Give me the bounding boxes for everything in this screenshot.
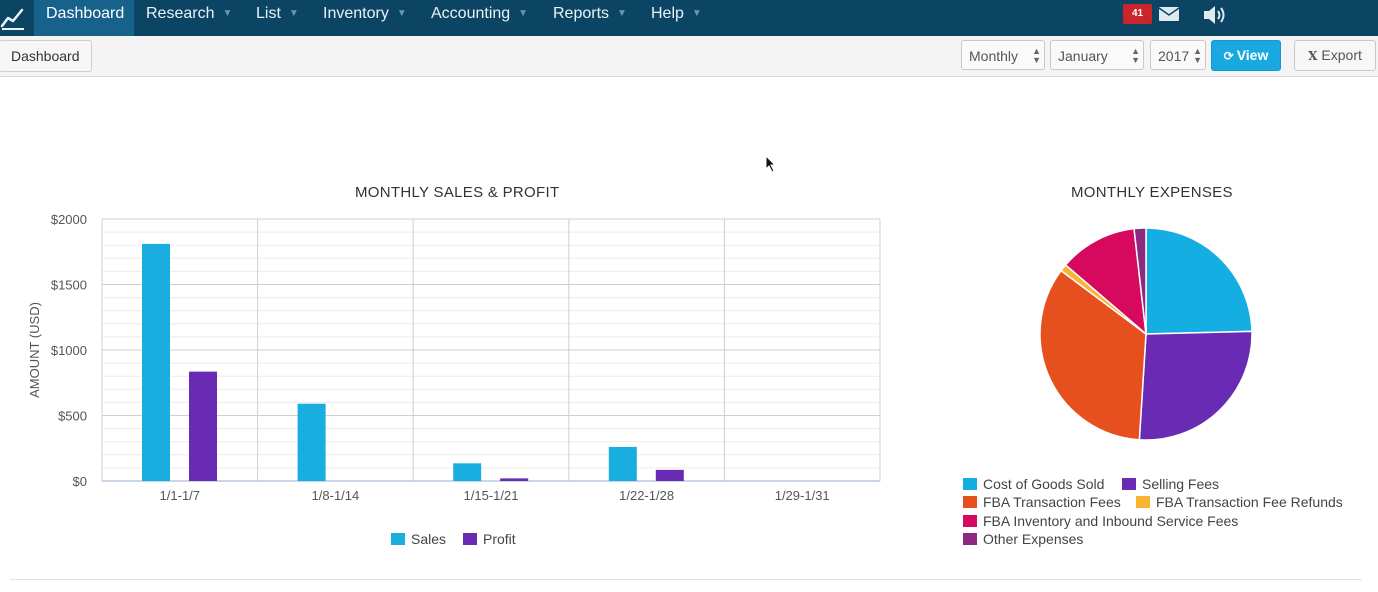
legend-swatch-sales [391,533,405,545]
month-select[interactable]: January ▲ ▼ [1050,40,1144,70]
export-button[interactable]: X Export [1294,40,1376,71]
mail-icon[interactable] [1158,6,1180,27]
view-button-label: View [1236,47,1269,63]
bar-profit-0 [189,371,217,481]
speaker-icon[interactable] [1202,3,1228,32]
notification-badge[interactable]: 41 [1123,4,1152,24]
x-tick-label: 1/1-1/7 [160,488,200,500]
nav-reports-label: Reports [553,5,610,22]
bar-sales-3 [608,446,637,481]
chevron-down-icon: ▼ [222,8,233,19]
chevron-down-icon: ▼ [518,8,529,19]
x-tick-label: 1/15-1/21 [464,488,519,500]
nav-research[interactable]: Research ▼ [146,0,232,36]
section-divider [10,579,1362,580]
expenses-pie-chart [1039,227,1253,441]
x-tick-label: 1/22-1/28 [619,488,674,500]
legend-swatch-profit [463,533,477,545]
legend-label-other-expenses: Other Expenses [983,531,1084,547]
legend-item-fba-inventory-fees[interactable]: FBA Inventory and Inbound Service Fees [963,513,1238,530]
nav-accounting-label: Accounting [431,5,511,22]
bar-profit-2 [500,478,529,481]
bar-sales-2 [453,463,482,481]
chevron-down-icon: ▼ [396,8,407,19]
nav-inventory[interactable]: Inventory ▼ [323,0,407,36]
year-select-value: 2017 [1158,48,1190,64]
legend-label-fba-transaction-fees: FBA Transaction Fees [983,494,1121,510]
nav-inventory-label: Inventory [323,5,389,22]
export-button-label: Export [1321,47,1362,63]
excel-icon: X [1308,49,1318,63]
nav-list[interactable]: List ▼ [256,0,299,36]
toolbar: Dashboard Monthly ▲ ▼ January ▲ ▼ 2017 ▲ ▼ … [0,36,1378,77]
pie-slice-1[interactable] [1138,330,1253,441]
nav-reports[interactable]: Reports ▼ [553,0,627,36]
pie-slice-5[interactable] [1133,227,1147,335]
breadcrumb-dashboard[interactable]: Dashboard [0,40,92,72]
month-select-value: January [1058,48,1108,64]
legend-label-fba-inventory-fees: FBA Inventory and Inbound Service Fees [983,513,1239,529]
nav-dashboard-label: Dashboard [46,5,125,22]
y-axis-title: AMOUNT (USD) [27,302,42,398]
legend-label-cogs: Cost of Goods Sold [983,476,1105,492]
y-tick-label: $1000 [51,343,87,358]
legend-swatch-fba-transaction-fees [963,496,977,508]
legend-item-other-expenses[interactable]: Other Expenses [963,531,1083,548]
refresh-icon: ⟳ [1223,49,1234,63]
top-navbar: Dashboard Research ▼ List ▼ Inventory ▼ Acc… [0,0,1378,36]
x-tick-label: 1/8-1/14 [312,488,360,500]
select-arrows-icon: ▲ ▼ [1032,46,1041,65]
legend-item-fba-fee-refunds[interactable]: FBA Transaction Fee Refunds [1136,494,1343,511]
y-tick-label: $500 [58,409,87,424]
bar-sales-1 [297,403,326,481]
bar-profit-3 [655,469,684,481]
nav-dashboard[interactable]: Dashboard [34,0,134,36]
y-tick-label: $2000 [51,212,87,227]
pie-chart-title: MONTHLY EXPENSES [1071,184,1233,201]
pie-slice-2[interactable] [1039,269,1147,441]
year-select[interactable]: 2017 ▲ ▼ [1150,40,1206,70]
nav-help-label: Help [651,5,684,22]
select-arrows-icon: ▲ ▼ [1193,46,1202,65]
legend-label-sales: Sales [411,531,447,547]
nav-research-label: Research [146,5,215,22]
legend-item-selling-fees[interactable]: Selling Fees [1122,476,1219,493]
legend-label-fba-fee-refunds: FBA Transaction Fee Refunds [1156,494,1343,510]
nav-accounting[interactable]: Accounting ▼ [431,0,528,36]
view-button[interactable]: ⟳ View [1211,40,1281,71]
chevron-down-icon: ▼ [691,8,702,19]
legend-label-profit: Profit [483,531,516,547]
y-tick-label: $1500 [51,278,87,293]
legend-item-profit[interactable]: Profit [463,531,516,548]
pie-slice-4[interactable] [1064,227,1147,336]
legend-label-selling-fees: Selling Fees [1142,476,1220,492]
nav-list-label: List [256,5,281,22]
legend-item-cogs[interactable]: Cost of Goods Sold [963,476,1104,493]
mouse-cursor-icon [765,154,777,178]
sales-profit-chart: $0 $500 $1000 $1500 $2000 AMOUNT (USD) 1/1-1/7… [27,212,881,500]
legend-item-sales[interactable]: Sales [391,531,446,548]
legend-swatch-fba-fee-refunds [1136,496,1150,508]
chevron-down-icon: ▼ [617,8,627,19]
legend-swatch-cogs [963,478,977,490]
bar-chart-title: MONTHLY SALES & PROFIT [355,184,560,201]
legend-swatch-selling-fees [1122,478,1136,490]
period-select[interactable]: Monthly ▲ ▼ [961,40,1045,70]
legend-swatch-fba-inventory-fees [963,515,977,527]
chevron-down-icon: ▼ [288,8,299,19]
nav-help[interactable]: Help ▼ [651,0,702,36]
x-tick-label: 1/29-1/31 [775,488,830,500]
period-select-value: Monthly [969,48,1019,64]
legend-item-fba-transaction-fees[interactable]: FBA Transaction Fees [963,494,1121,511]
bar-sales-0 [142,243,170,481]
logo-chart-icon[interactable] [0,0,32,36]
pie-slice-0[interactable] [1145,227,1253,335]
select-arrows-icon: ▲ ▼ [1131,46,1140,65]
legend-swatch-other-expenses [963,533,977,545]
y-tick-label: $0 [73,474,87,489]
